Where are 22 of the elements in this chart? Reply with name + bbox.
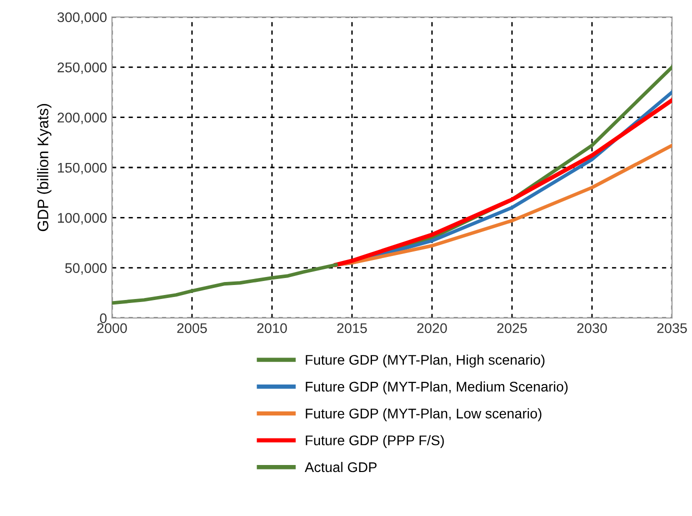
legend-label: Actual GDP [304,462,377,472]
line-series [112,263,338,305]
x-tick-label: 2030 [577,323,607,334]
y-tick-label: 250,000 [58,62,107,74]
legend-label: Future GDP (PPP F/S) [306,435,444,448]
y-tick-label: 50,000 [65,263,107,275]
legend-label: Future GDP (MYT-Plan, High scenario) [306,354,544,368]
legend-label: Future GDP (MYT-Plan, Low scenario) [306,408,542,422]
y-axis-title: GDP (billion Kyats) [37,104,52,232]
x-tick-label: 2035 [657,323,687,334]
x-tick-label: 2005 [177,323,207,334]
y-tick-label: 200,000 [58,112,107,124]
x-tick-label: 2025 [497,323,527,334]
y-tick-label: 150,000 [58,162,107,174]
legend-label: Future GDP (MYT-Plan, Medium Scenario) [306,381,568,394]
y-tick-label: 0 [100,313,107,324]
x-tick-label: 2000 [97,323,127,334]
x-tick-label: 2020 [417,323,447,334]
y-tick-label: 300,000 [57,12,107,24]
y-tick-label: 100,000 [58,213,107,224]
x-tick-label: 2010 [257,323,287,334]
x-tick-label: 2015 [337,323,367,334]
